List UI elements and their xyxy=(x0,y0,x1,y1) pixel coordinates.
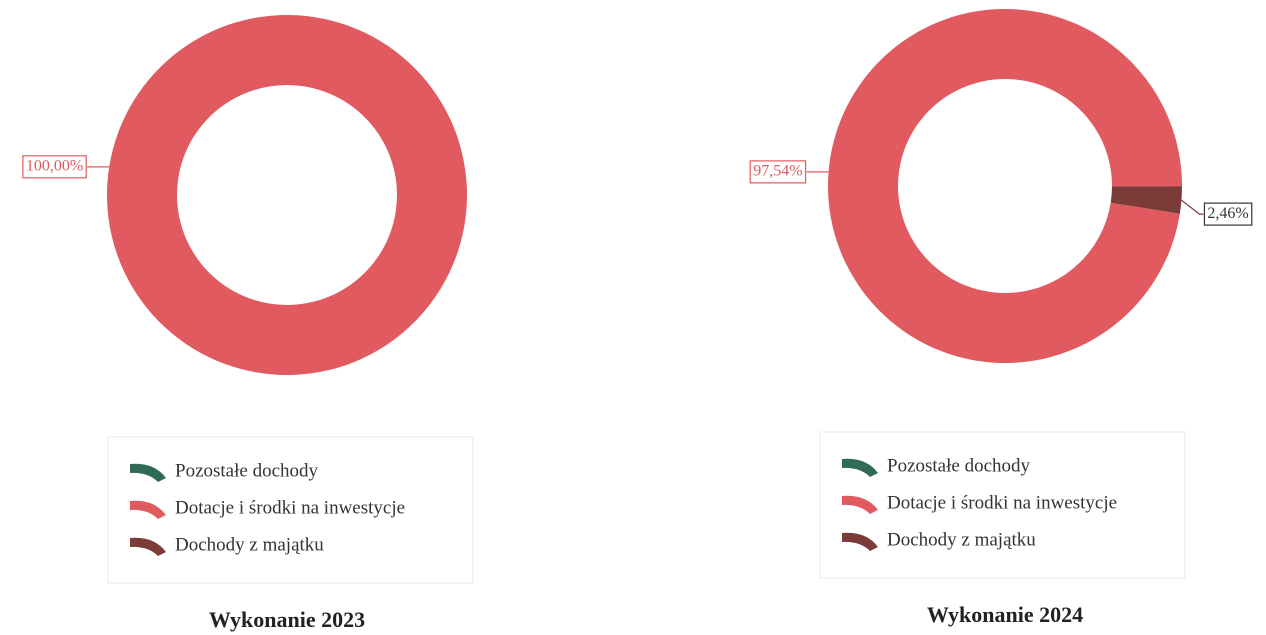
data-label-box xyxy=(749,160,807,184)
legend-label: Pozostałe dochody xyxy=(175,460,319,481)
data-label-box xyxy=(22,155,87,179)
legend-label: Dochody z majątku xyxy=(887,529,1036,550)
legend-icon xyxy=(130,500,166,519)
data-label: 100,00% xyxy=(26,158,83,175)
donut-slice xyxy=(1110,186,1182,214)
legend-icon xyxy=(842,458,878,477)
leader-line xyxy=(1181,199,1204,215)
donut-slice xyxy=(827,8,1182,363)
data-label: 2,46% xyxy=(1207,205,1248,222)
legend-icon xyxy=(842,495,878,514)
legend-icon xyxy=(130,463,166,482)
data-label: 97,54% xyxy=(753,163,802,180)
legend-icon xyxy=(130,537,166,556)
legend-box xyxy=(107,436,474,584)
legend-label: Dochody z majątku xyxy=(175,534,324,555)
legend-box xyxy=(819,431,1186,579)
legend-label: Dotacje i środki na inwestycje xyxy=(887,492,1117,513)
chart-title: Wykonanie 2023 xyxy=(209,607,365,632)
legend-label: Dotacje i środki na inwestycje xyxy=(175,497,405,518)
legend-label: Pozostałe dochody xyxy=(887,455,1031,476)
legend-icon xyxy=(842,532,878,551)
donut-slice xyxy=(107,15,468,376)
chart-title: Wykonanie 2024 xyxy=(927,602,1083,627)
data-label-box xyxy=(1203,202,1253,226)
